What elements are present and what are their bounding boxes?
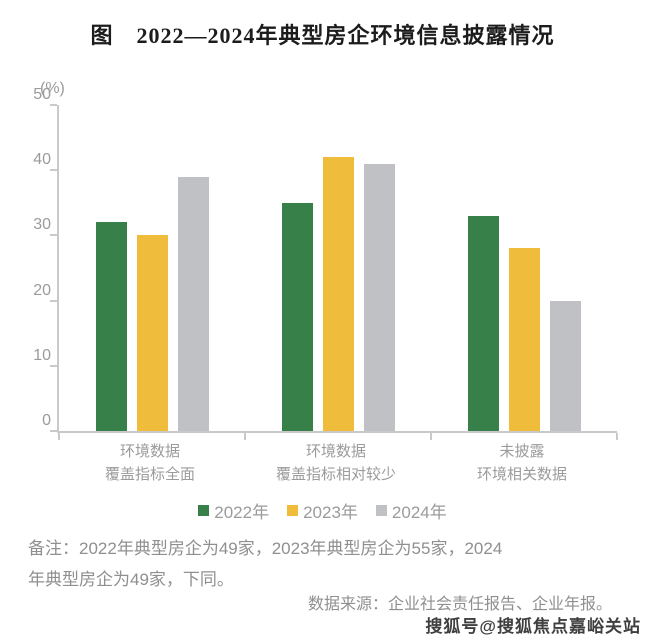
y-axis-unit-label: (%) [40,80,65,97]
x-axis-tick-mark [58,433,60,440]
x-axis-category-labels: 环境数据 覆盖指标全面 环境数据 覆盖指标相对较少 未披露 环境相关数据 [57,440,615,487]
legend-swatch-icon [198,505,210,516]
bar-2024年 [177,176,209,431]
legend-swatch-icon [375,505,387,516]
y-axis-tick-mark [50,169,57,172]
y-axis-tick-label: 40 [33,151,51,169]
bar-group [431,105,617,431]
category-label-line: 覆盖指标全面 [104,466,195,484]
legend-label: 2024年 [391,503,447,522]
data-source-text: 数据来源：企业社会责任报告、企业年报。 [307,596,612,613]
y-axis-tick-label: 0 [42,412,51,429]
category-label-line: 环境相关数据 [476,466,567,484]
plot-area: 0 10 20 30 40 50 [33,86,618,440]
y-axis-tick-label: 30 [33,216,51,234]
x-axis-tick-mark [243,433,246,440]
y-axis-tick-label: 50 [33,86,51,103]
bar-2022年 [467,215,499,431]
footnote-line: 年典型房企为49家，下同。 [28,570,234,590]
category-label-line: 环境数据 [305,443,366,460]
bar-2022年 [281,202,313,431]
y-axis-tick-mark [50,430,57,432]
bar-2023年 [322,157,354,431]
category-label: 未披露 环境相关数据 [429,440,615,487]
bar-groups [59,105,617,431]
watermark-text: 搜狐号@搜狐焦点嘉峪关站 [425,617,641,636]
y-axis-tick-label: 20 [33,281,51,299]
category-label-line: 环境数据 [119,443,180,460]
legend-item: 2024年 [375,498,447,523]
footnote: 备注：2022年典型房企为49家，2023年典型房企为55家，2024 年典型房… [28,533,623,596]
x-axis-tick-mark [429,433,432,440]
bar-2024年 [549,300,581,431]
chart-legend: 2022年 2023年 2024年 [0,498,645,523]
bar-2022年 [95,222,127,431]
footnote-line: 备注：2022年典型房企为49家，2023年典型房企为55家，2024 [28,539,503,558]
bar-group [245,105,431,431]
bar-2024年 [363,163,395,431]
legend-swatch-icon [287,505,299,516]
category-label: 环境数据覆盖指标相对较少 [243,440,429,487]
chart-title: 图 2022—2024年典型房企环境信息披露情况 [90,23,555,48]
x-axis-tick-mark [616,433,618,440]
category-label-line: 覆盖指标相对较少 [275,466,396,484]
bar-group [59,105,245,431]
category-label-line: 未披露 [499,443,545,460]
y-axis-tick-mark [50,104,57,106]
y-axis-tick-mark [50,299,57,302]
category-label: 环境数据覆盖指标全面 [57,440,243,487]
legend-label: 2023年 [303,503,358,522]
bar-2023年 [508,248,540,431]
y-axis-tick-mark [50,234,57,237]
bar-2023年 [136,235,168,431]
y-axis-tick-label: 10 [33,346,51,364]
legend-label: 2022年 [214,503,270,522]
legend-item: 2022年 [198,498,269,523]
legend-item: 2023年 [287,498,358,523]
y-axis-tick-mark [50,364,57,367]
